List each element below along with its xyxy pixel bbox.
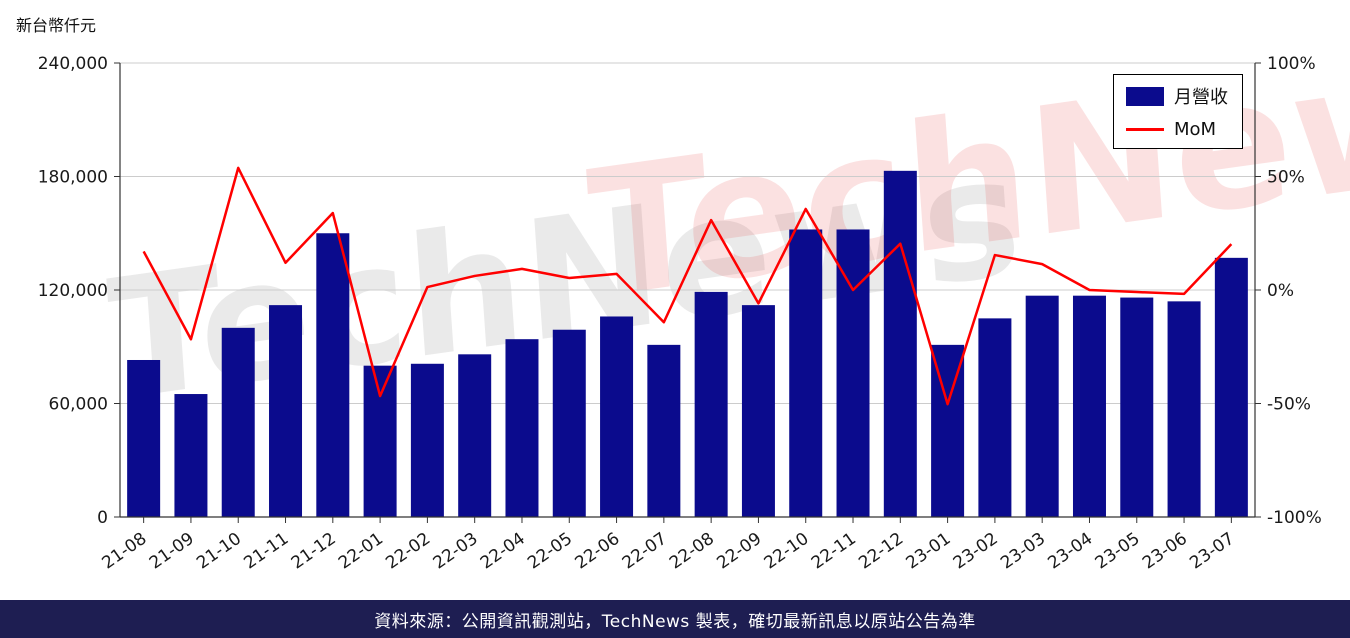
x-tick-label: 23-07 [1186,529,1238,574]
revenue-bar [174,394,208,517]
right-tick-label: 0% [1267,281,1294,301]
legend-revenue-label: 月營收 [1174,87,1228,108]
right-tick-label: 50% [1267,168,1305,188]
x-tick-label: 22-09 [713,529,765,574]
revenue-swatch [1126,86,1164,106]
revenue-bar [1120,297,1154,517]
revenue-bar [552,329,586,517]
x-tick-label: 22-06 [571,529,623,574]
left-tick-label: 120,000 [38,281,108,301]
x-tick-label: 22-08 [666,529,718,574]
revenue-bar [1167,301,1201,517]
revenue-bar [363,365,397,517]
x-tick-label: 22-05 [524,529,576,574]
right-tick-label: -50% [1267,395,1311,415]
left-tick-label: 240,000 [38,54,108,74]
revenue-bar [316,233,350,517]
x-tick-label: 21-12 [288,529,340,574]
left-tick-label: 60,000 [49,395,108,415]
x-tick-label: 22-01 [335,529,387,574]
x-tick-label: 21-10 [193,529,245,574]
left-tick-label: 180,000 [38,168,108,188]
x-tick-label: 23-05 [1092,529,1144,574]
x-tick-label: 23-04 [1044,529,1096,574]
x-tick-label: 22-10 [761,529,813,574]
mom-line [142,166,1233,406]
revenue-bar [883,170,917,517]
revenue-bar [978,318,1012,517]
revenue-bar [836,229,870,517]
x-tick-label: 21-09 [146,529,198,574]
mom-line-swatch [1126,128,1164,131]
revenue-bar [647,344,681,517]
x-tick-label: 22-03 [430,529,482,574]
revenue-bar [789,229,823,517]
revenue-bar [1214,257,1248,517]
x-tick-label: 22-12 [855,529,907,574]
revenue-bar [269,305,303,517]
x-tick-label: 22-11 [808,529,860,574]
revenue-bar [458,354,492,517]
x-tick-label: 23-03 [997,529,1049,574]
revenue-bar [600,316,634,517]
left-tick-label: 0 [97,508,108,528]
legend-item-revenue: 月營收 [1126,83,1228,109]
revenue-bar [127,359,161,517]
revenue-bar [505,339,539,517]
x-tick-label: 22-04 [477,529,529,574]
chart-legend: 月營收 MoM [1113,74,1243,149]
revenue-bar [741,305,775,517]
x-tick-label: 22-02 [382,529,434,574]
source-footer: 資料來源：公開資訊觀測站，TechNews 製表，確切最新訊息以原站公告為準 [0,600,1350,638]
x-tick-label: 21-08 [99,529,151,574]
revenue-bar [694,291,728,517]
x-tick-label: 23-02 [950,529,1002,574]
x-tick-label: 22-07 [619,529,671,574]
legend-mom-label: MoM [1174,119,1217,140]
legend-item-mom: MoM [1126,119,1228,140]
revenue-bar [221,327,255,517]
revenue-bar [1072,295,1106,517]
x-tick-label: 23-06 [1139,529,1191,574]
revenue-mom-chart: 0 60,000 120,000 180,000 240,000 -100% -50% 0% 5… [38,54,1322,574]
x-tick-label: 21-11 [240,529,292,574]
y-axis-title: 新台幣仟元 [16,16,97,35]
revenue-bar [1025,295,1059,517]
revenue-bar [410,363,444,517]
right-tick-label: 100% [1267,54,1316,74]
x-tick-label: 23-01 [903,529,955,574]
right-tick-label: -100% [1267,508,1322,528]
